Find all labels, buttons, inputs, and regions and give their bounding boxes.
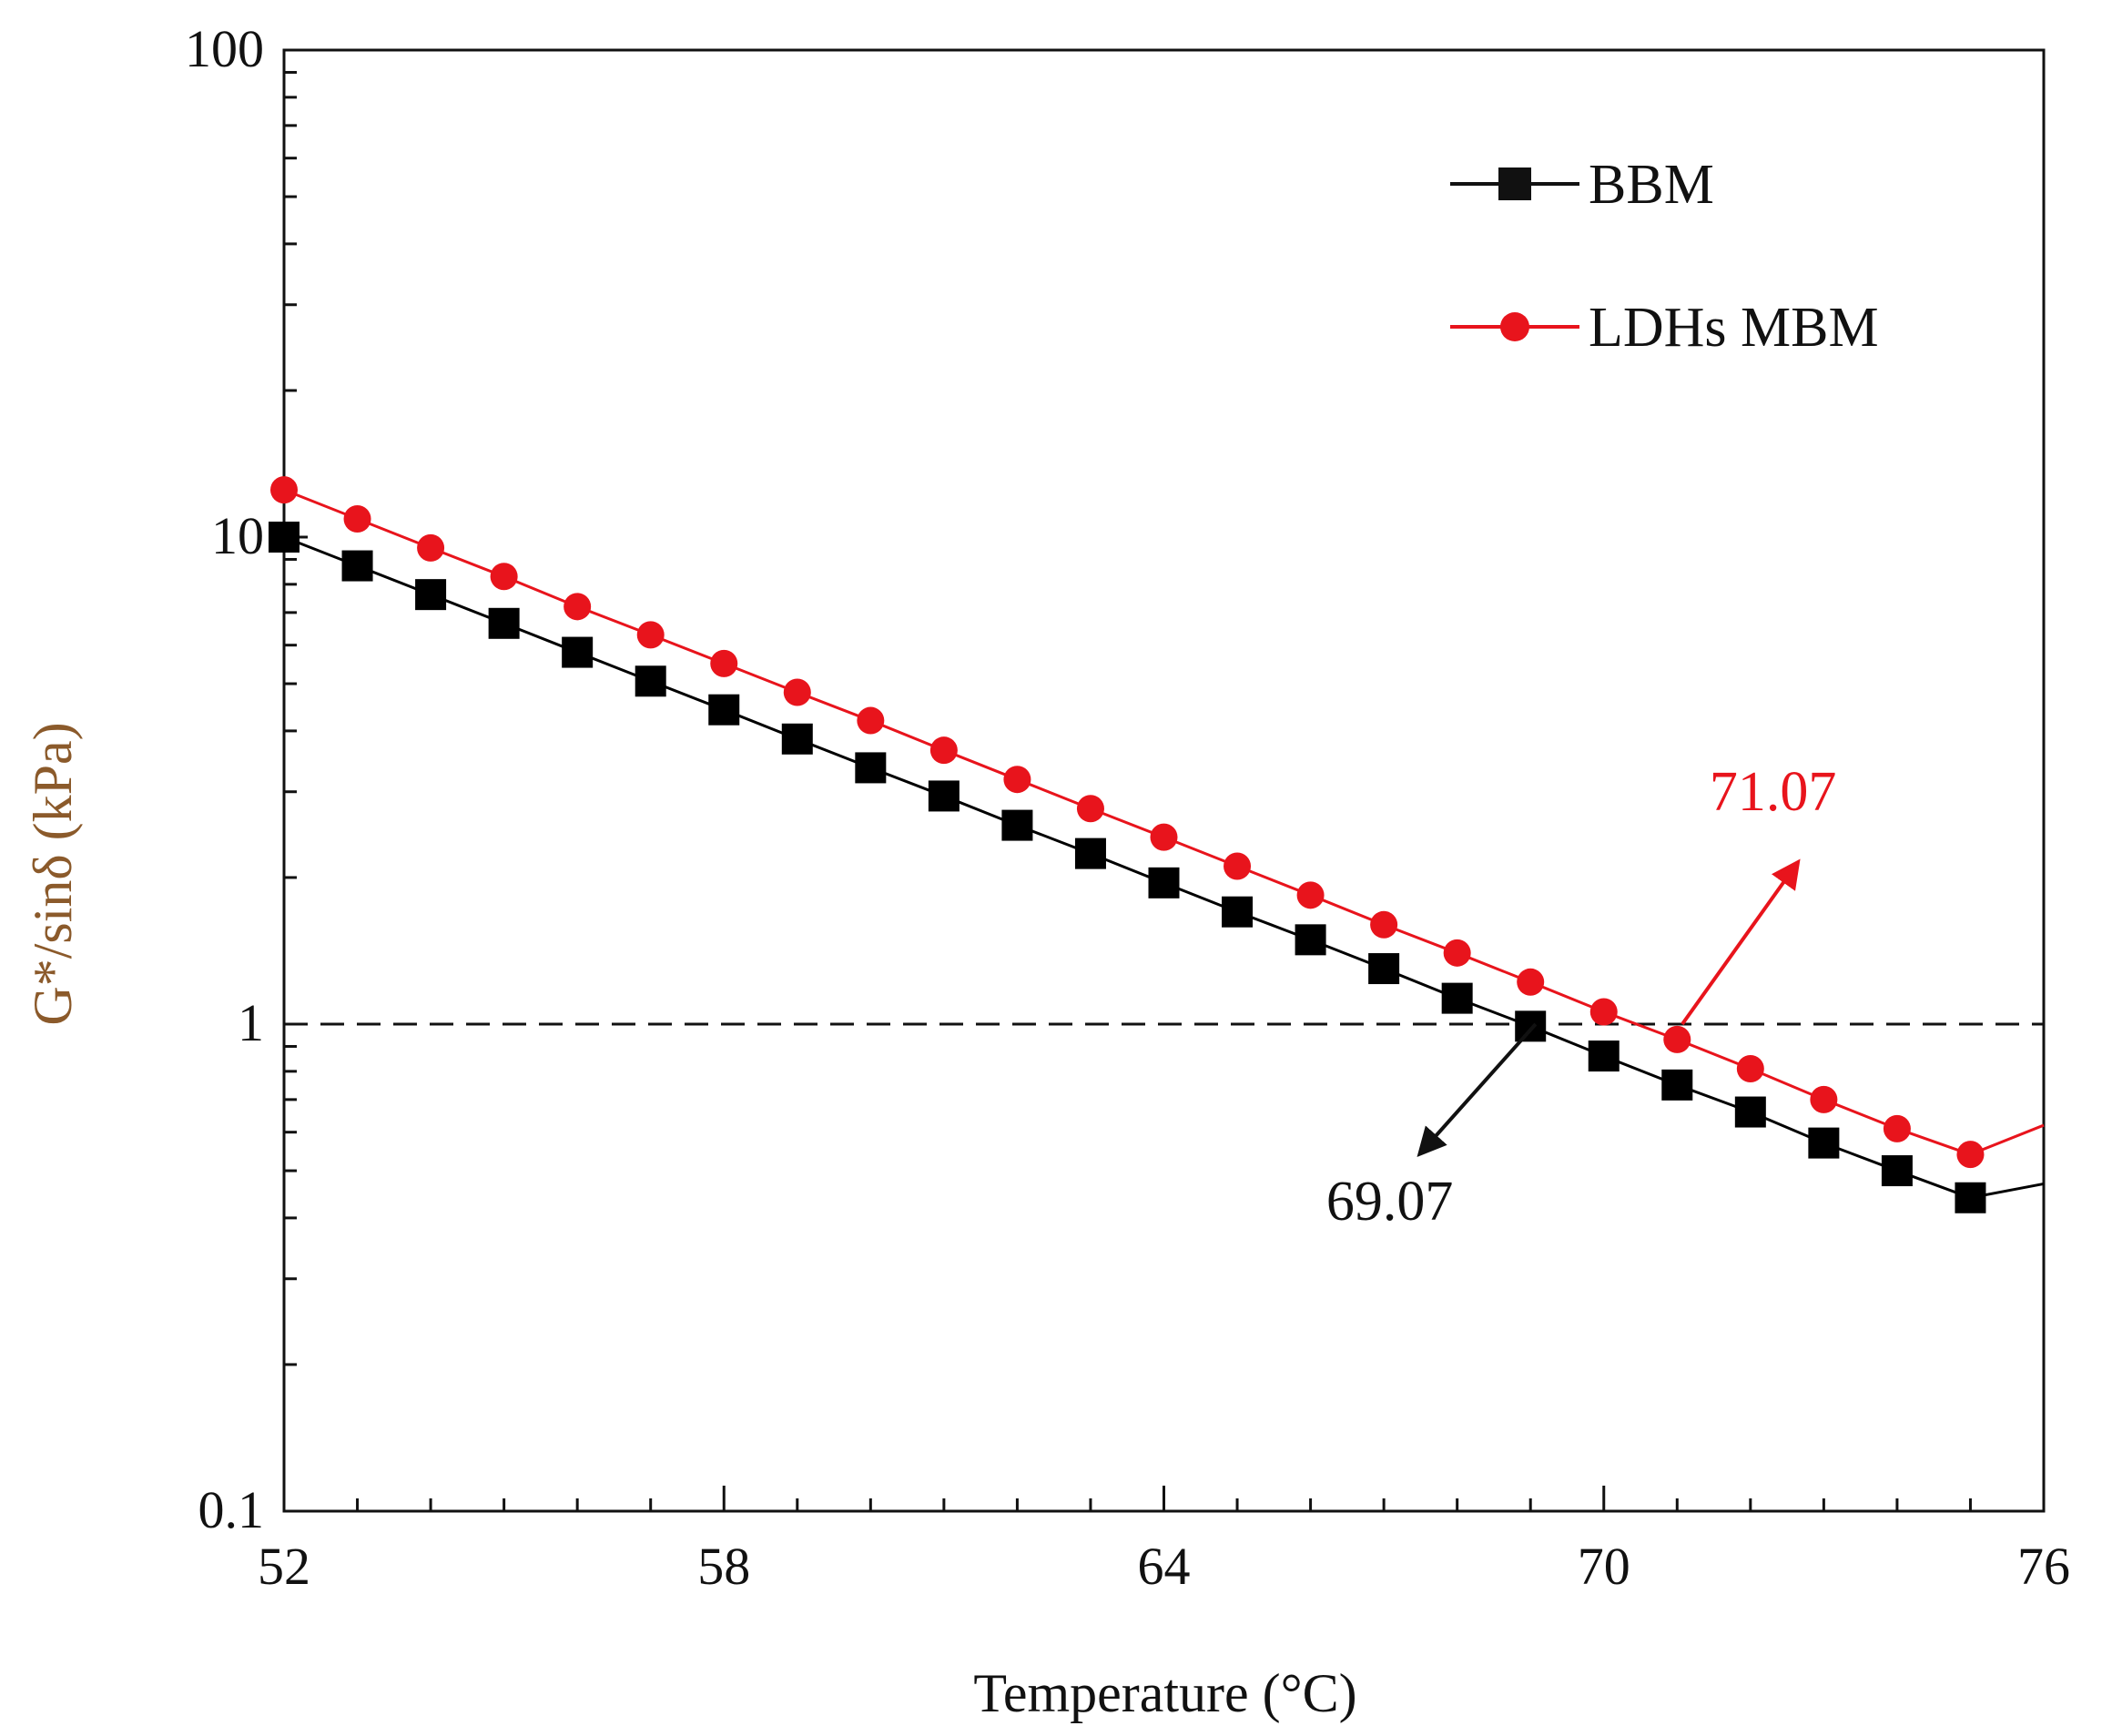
data-point bbox=[1150, 823, 1178, 851]
x-tick-label: 70 bbox=[1578, 1537, 1630, 1596]
data-point bbox=[269, 522, 300, 553]
data-point bbox=[710, 649, 738, 677]
data-point bbox=[1661, 1069, 1693, 1101]
data-point bbox=[1810, 1085, 1838, 1113]
data-point bbox=[1515, 1010, 1547, 1042]
data-point bbox=[1955, 1182, 1986, 1213]
data-point bbox=[1443, 939, 1471, 967]
x-tick-label: 76 bbox=[2017, 1537, 2070, 1596]
data-point bbox=[1370, 910, 1398, 939]
annotation-label-bbm: 69.07 bbox=[1326, 1171, 1454, 1233]
data-point bbox=[928, 780, 960, 812]
data-point bbox=[490, 563, 518, 591]
data-point bbox=[343, 504, 371, 533]
data-point bbox=[1734, 1096, 1766, 1128]
data-point bbox=[855, 752, 887, 784]
data-point bbox=[341, 550, 373, 582]
data-point bbox=[1517, 968, 1545, 996]
data-point bbox=[564, 593, 592, 621]
series-bbm bbox=[269, 522, 2045, 1213]
data-point bbox=[1883, 1114, 1911, 1142]
legend: BBM LDHs MBM bbox=[1450, 154, 1879, 359]
data-point bbox=[1076, 795, 1104, 823]
data-point bbox=[1148, 867, 1180, 898]
data-point bbox=[1663, 1025, 1691, 1053]
annotation-arrow-bbm bbox=[1417, 1022, 1538, 1157]
data-point bbox=[1296, 881, 1325, 909]
data-point bbox=[929, 736, 958, 765]
legend-bbm-marker bbox=[1498, 168, 1531, 200]
data-point bbox=[636, 621, 665, 649]
annotation-label-ldhs: 71.07 bbox=[1710, 761, 1837, 823]
y-tick-label: 0.1 bbox=[198, 1480, 265, 1539]
y-tick-label: 1 bbox=[238, 993, 264, 1052]
y-axis: 0.1 1 10 100 bbox=[185, 19, 308, 1539]
data-point bbox=[415, 579, 447, 611]
data-point bbox=[1588, 1041, 1620, 1072]
annotation-arrow-ldhs bbox=[1681, 858, 1801, 1026]
data-point bbox=[783, 678, 811, 706]
y-tick-label: 100 bbox=[185, 19, 264, 78]
data-point bbox=[1881, 1155, 1913, 1187]
legend-bbm-label: BBM bbox=[1589, 154, 1714, 216]
legend-ldhs-label: LDHs MBM bbox=[1589, 297, 1879, 359]
data-point bbox=[857, 706, 885, 735]
series-ldhs-mbm bbox=[270, 476, 2045, 1169]
y-axis-title: G*/sinδ (kPa) bbox=[23, 722, 83, 1025]
data-point bbox=[270, 476, 298, 504]
y-tick-label: 10 bbox=[211, 506, 264, 565]
data-point bbox=[1222, 896, 1254, 928]
data-point bbox=[1003, 766, 1031, 794]
data-point bbox=[1074, 838, 1106, 869]
annotations: 69.07 71.07 bbox=[1326, 761, 1837, 1233]
data-point bbox=[1589, 998, 1618, 1026]
data-point bbox=[488, 607, 520, 639]
data-point bbox=[708, 694, 740, 726]
x-tick-label: 64 bbox=[1138, 1537, 1191, 1596]
x-axis-title: Temperature (°C) bbox=[973, 1663, 1356, 1723]
data-point bbox=[1368, 953, 1400, 985]
series-layer bbox=[269, 476, 2045, 1213]
data-point bbox=[1956, 1141, 1985, 1169]
x-tick-label: 58 bbox=[697, 1537, 750, 1596]
data-point bbox=[1295, 924, 1326, 956]
data-point bbox=[562, 636, 594, 668]
x-axis: 52 58 64 70 76 bbox=[258, 1486, 2070, 1596]
data-point bbox=[1808, 1127, 1840, 1159]
data-point bbox=[417, 533, 445, 562]
data-point bbox=[635, 665, 666, 697]
data-point bbox=[1224, 852, 1252, 880]
data-point bbox=[781, 723, 813, 755]
x-tick-label: 52 bbox=[258, 1537, 310, 1596]
legend-ldhs-marker bbox=[1500, 312, 1529, 341]
data-point bbox=[1736, 1054, 1764, 1082]
data-point bbox=[1001, 809, 1033, 841]
data-point bbox=[1441, 982, 1473, 1014]
